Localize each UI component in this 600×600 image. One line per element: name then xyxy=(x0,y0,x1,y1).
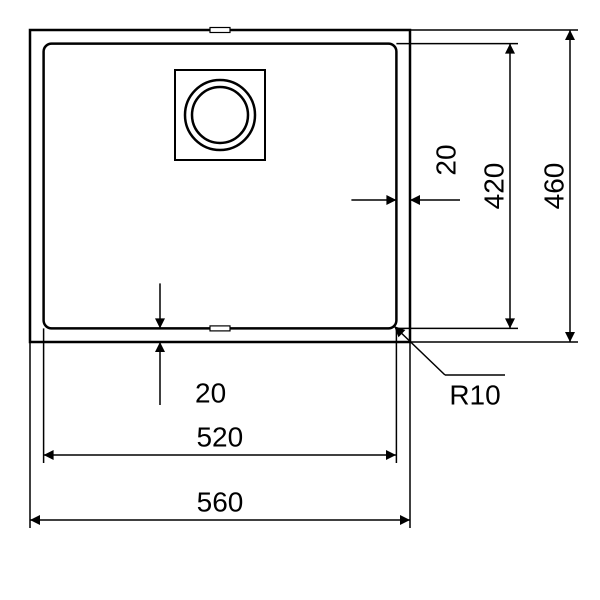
dim-corner-radius: R10 xyxy=(449,379,500,410)
dim-outer-width: 560 xyxy=(197,486,244,517)
dim-inner-width: 520 xyxy=(196,421,243,452)
drain-circle-inner xyxy=(192,87,248,143)
top-notch xyxy=(210,28,230,33)
dim-inner-height: 420 xyxy=(478,163,509,210)
drain-circle-outer xyxy=(185,80,255,150)
outer-rect xyxy=(30,30,410,342)
dim-rim-horizontal: 20 xyxy=(430,144,461,175)
bottom-notch xyxy=(210,326,230,331)
dim-outer-height: 460 xyxy=(538,163,569,210)
drain-square xyxy=(175,70,265,160)
dim-rim-vertical: 20 xyxy=(195,377,226,408)
